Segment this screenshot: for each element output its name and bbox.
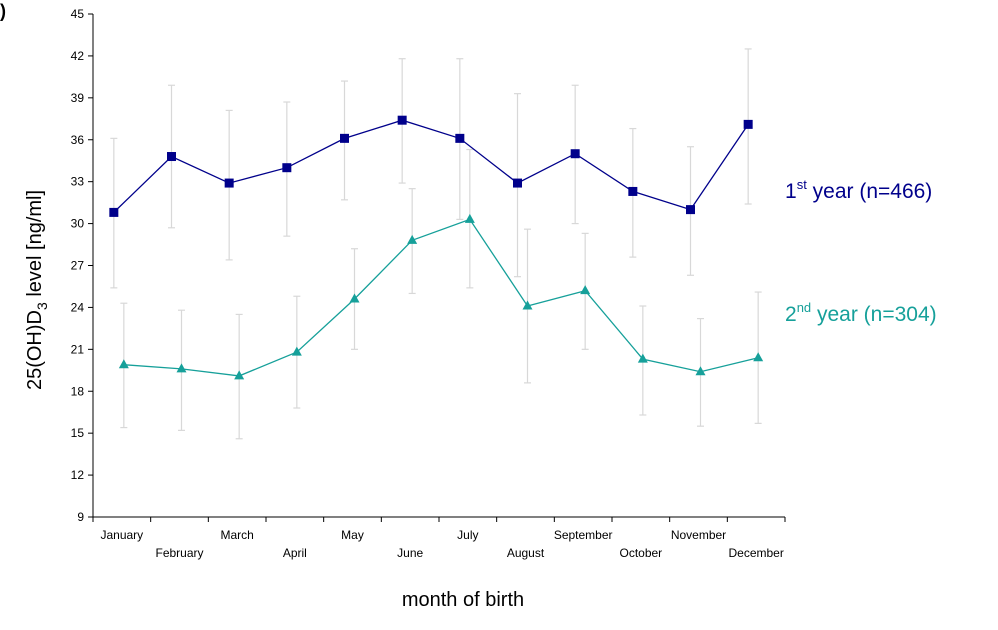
data-point: [397, 115, 407, 125]
data-point: [455, 133, 465, 143]
x-tick-label: May: [341, 528, 364, 542]
data-point: [291, 346, 302, 356]
y-tick-label: 27: [71, 259, 85, 273]
y-tick-label: 24: [71, 300, 85, 314]
data-point: [167, 152, 176, 162]
y-axis-title: 25(OH)D3 level [ng/ml]: [24, 190, 50, 390]
data-point: [340, 133, 349, 143]
x-tick-label: April: [283, 546, 307, 560]
x-axis-title: month of birth: [402, 589, 524, 611]
y-tick-label: 12: [71, 468, 85, 482]
axes: 9 12 15 18 21 24 27 30 33 36 39 42 45 January February…: [71, 7, 786, 560]
data-point: [349, 293, 360, 303]
series-line: [113, 119, 749, 213]
data-point: [628, 186, 638, 196]
data-point: [695, 366, 706, 376]
data-point: [522, 300, 533, 310]
series-label: 1st year (n=466): [785, 177, 932, 203]
x-tick-label: February: [155, 546, 203, 560]
x-tick-label: August: [507, 546, 545, 560]
y-tick-label: 45: [71, 7, 85, 21]
y-tick-label: 15: [71, 426, 85, 440]
data-point: [580, 285, 591, 295]
data-point: [407, 234, 418, 244]
error-bars: [110, 48, 762, 440]
series-label: 2nd year (n=304): [785, 300, 937, 326]
x-tick-label: December: [728, 546, 783, 560]
y-tick-label: 18: [71, 384, 85, 398]
series-line: [123, 218, 759, 377]
x-tick-label: June: [397, 546, 423, 560]
data-point: [753, 352, 764, 362]
data-point: [686, 205, 695, 215]
x-tick-label: September: [554, 528, 613, 542]
y-tick-label: 42: [71, 49, 85, 63]
x-tick-label: March: [220, 528, 253, 542]
data-point: [743, 119, 753, 129]
y-tick-label: 36: [71, 133, 85, 147]
x-tick-label: July: [457, 528, 478, 542]
x-tick-label: January: [100, 528, 143, 542]
y-tick-label: 33: [71, 175, 85, 189]
y-tick-label: 21: [71, 342, 85, 356]
y-tick-label: 9: [77, 510, 84, 524]
series-lines: [113, 119, 759, 377]
y-tick-label: 39: [71, 91, 85, 105]
y-tick-label: 30: [71, 217, 85, 231]
data-point: [109, 207, 119, 217]
series-labels: 1st year (n=466) 2nd year (n=304): [785, 177, 937, 326]
data-point: [118, 359, 129, 369]
data-point: [513, 178, 522, 188]
data-point: [234, 370, 245, 380]
data-point: [464, 213, 475, 223]
data-point: [282, 163, 292, 173]
data-markers: [109, 115, 764, 380]
data-point: [224, 178, 234, 188]
data-point: [570, 149, 580, 159]
x-tick-label: October: [619, 546, 662, 560]
data-point: [637, 353, 648, 363]
panel-label: ): [0, 1, 6, 21]
data-point: [176, 363, 187, 373]
x-tick-label: November: [671, 528, 726, 542]
